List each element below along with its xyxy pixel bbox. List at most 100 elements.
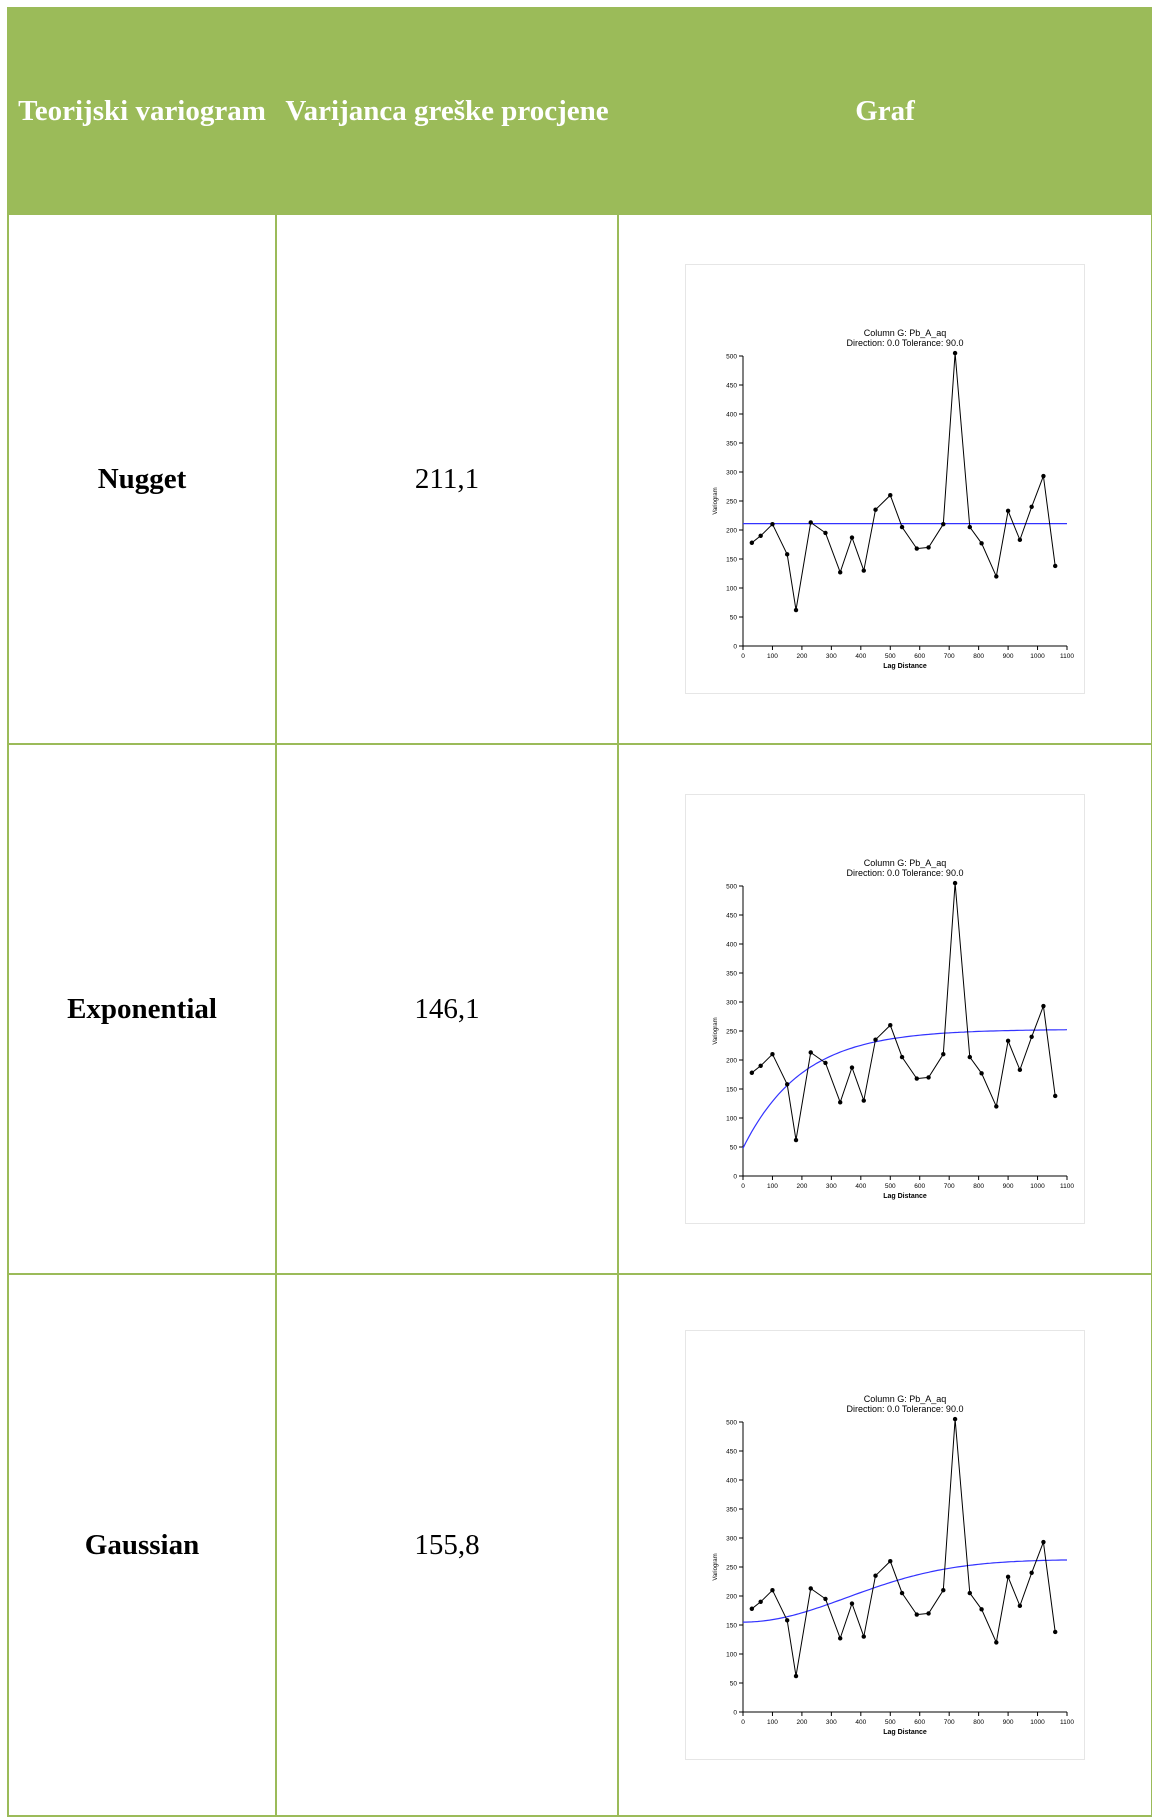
- empirical-point: [899, 524, 905, 530]
- empirical-point: [1029, 504, 1034, 509]
- empirical-point: [926, 1611, 931, 1616]
- empirical-point: [784, 1618, 790, 1623]
- empirical-point: [967, 1054, 972, 1060]
- empirical-point: [926, 545, 931, 550]
- x-tick-label: 100: [767, 1719, 778, 1726]
- empirical-point: [1041, 1003, 1046, 1009]
- y-tick-label: 100: [726, 1652, 737, 1659]
- chart-subtitle: Direction: 0.0 Tolerance: 90.0: [847, 1404, 964, 1414]
- empirical-point: [808, 1050, 813, 1055]
- empirical-point: [914, 546, 919, 551]
- empirical-point: [888, 1559, 893, 1564]
- x-tick-label: 900: [1003, 653, 1014, 660]
- empirical-point: [808, 1586, 813, 1591]
- y-tick-label: 150: [726, 557, 737, 564]
- empirical-point: [941, 1052, 946, 1057]
- empirical-point: [793, 1137, 799, 1143]
- empirical-point: [838, 1100, 843, 1105]
- y-tick-label: 0: [733, 1174, 737, 1181]
- empirical-point: [1017, 1603, 1023, 1609]
- chart-title: Column G: Pb_A_aq: [864, 1394, 947, 1404]
- empirical-point: [873, 507, 878, 512]
- x-tick-label: 200: [796, 1183, 807, 1190]
- empirical-point: [861, 1634, 866, 1639]
- x-tick-label: 1100: [1060, 653, 1074, 660]
- empirical-point: [758, 533, 763, 538]
- x-tick-label: 1000: [1030, 653, 1045, 660]
- x-tick-label: 200: [796, 1719, 807, 1726]
- y-tick-label: 400: [726, 412, 737, 419]
- y-tick-label: 300: [726, 470, 737, 477]
- header-graph: Graf: [617, 7, 1152, 215]
- empirical-point: [979, 541, 984, 546]
- empirical-point: [1041, 1539, 1046, 1545]
- x-tick-label: 300: [826, 653, 837, 660]
- x-tick-label: 800: [973, 1183, 984, 1190]
- y-tick-label: 500: [726, 1420, 737, 1427]
- header-estimation-variance: Varijanca greške procjene: [275, 7, 619, 215]
- table-header-row: Teorijski variogram Varijanca greške pro…: [7, 7, 1152, 215]
- empirical-point: [873, 1037, 878, 1042]
- empirical-point: [849, 1065, 855, 1070]
- x-tick-label: 900: [1003, 1183, 1014, 1190]
- y-tick-label: 500: [726, 884, 737, 891]
- y-axis-label: Variogram: [713, 487, 719, 514]
- empirical-point: [1005, 508, 1011, 514]
- empirical-point: [770, 1052, 775, 1057]
- empirical-point: [994, 574, 999, 579]
- empirical-point: [838, 570, 843, 575]
- chart-title: Column G: Pb_A_aq: [864, 328, 947, 338]
- y-tick-label: 200: [726, 1058, 737, 1065]
- empirical-point: [784, 1082, 790, 1087]
- empirical-point: [914, 1076, 919, 1081]
- variogram-table: Teorijski variogram Varijanca greške pro…: [7, 7, 1152, 1817]
- x-tick-label: 500: [885, 1183, 896, 1190]
- x-tick-label: 700: [944, 1719, 955, 1726]
- model-name-cell: Nugget: [7, 213, 277, 745]
- empirical-point: [1029, 1570, 1034, 1575]
- graph-cell: Column G: Pb_A_aq Direction: 0.0 Toleranc…: [617, 1273, 1152, 1817]
- empirical-point: [1053, 563, 1058, 569]
- empirical-point: [838, 1636, 843, 1641]
- empirical-point: [888, 493, 893, 498]
- x-tick-label: 1100: [1060, 1719, 1074, 1726]
- empirical-point: [823, 1596, 828, 1602]
- x-tick-label: 0: [741, 1719, 745, 1726]
- x-tick-label: 100: [767, 653, 778, 660]
- y-tick-label: 150: [726, 1087, 737, 1094]
- empirical-point: [823, 530, 828, 536]
- table-row: Gaussian 155,8 Column G: Pb_A_aq Directio…: [7, 1273, 1152, 1817]
- y-tick-label: 500: [726, 354, 737, 361]
- empirical-point: [1053, 1093, 1058, 1099]
- x-axis-label: Lag Distance: [883, 663, 927, 670]
- model-variogram-line: [743, 1559, 1067, 1623]
- chart-subtitle: Direction: 0.0 Tolerance: 90.0: [847, 338, 964, 348]
- graph-cell: Column G: Pb_A_aq Direction: 0.0 Toleranc…: [617, 743, 1152, 1275]
- y-tick-label: 350: [726, 441, 737, 448]
- empirical-point: [793, 1673, 799, 1679]
- empirical-point: [861, 568, 866, 573]
- empirical-point: [1029, 1034, 1034, 1039]
- empirical-point: [952, 350, 958, 356]
- x-tick-label: 1000: [1030, 1719, 1045, 1726]
- model-name-cell: Gaussian: [7, 1273, 277, 1817]
- variance-cell: 211,1: [275, 213, 619, 745]
- x-tick-label: 1100: [1060, 1183, 1074, 1190]
- empirical-point: [873, 1573, 878, 1578]
- y-tick-label: 150: [726, 1623, 737, 1630]
- x-tick-label: 600: [914, 1183, 925, 1190]
- empirical-point: [941, 1588, 946, 1593]
- x-tick-label: 400: [855, 1183, 866, 1190]
- y-tick-label: 250: [726, 499, 737, 506]
- y-tick-label: 350: [726, 971, 737, 978]
- y-tick-label: 450: [726, 1449, 737, 1456]
- chart-frame: [685, 1330, 1085, 1760]
- x-tick-label: 900: [1003, 1719, 1014, 1726]
- x-tick-label: 1000: [1030, 1183, 1045, 1190]
- y-tick-label: 0: [733, 644, 737, 651]
- table-row: Nugget 211,1 Column G: Pb_A_aq Direction:…: [7, 213, 1152, 745]
- x-tick-label: 0: [741, 653, 745, 660]
- x-tick-label: 800: [973, 653, 984, 660]
